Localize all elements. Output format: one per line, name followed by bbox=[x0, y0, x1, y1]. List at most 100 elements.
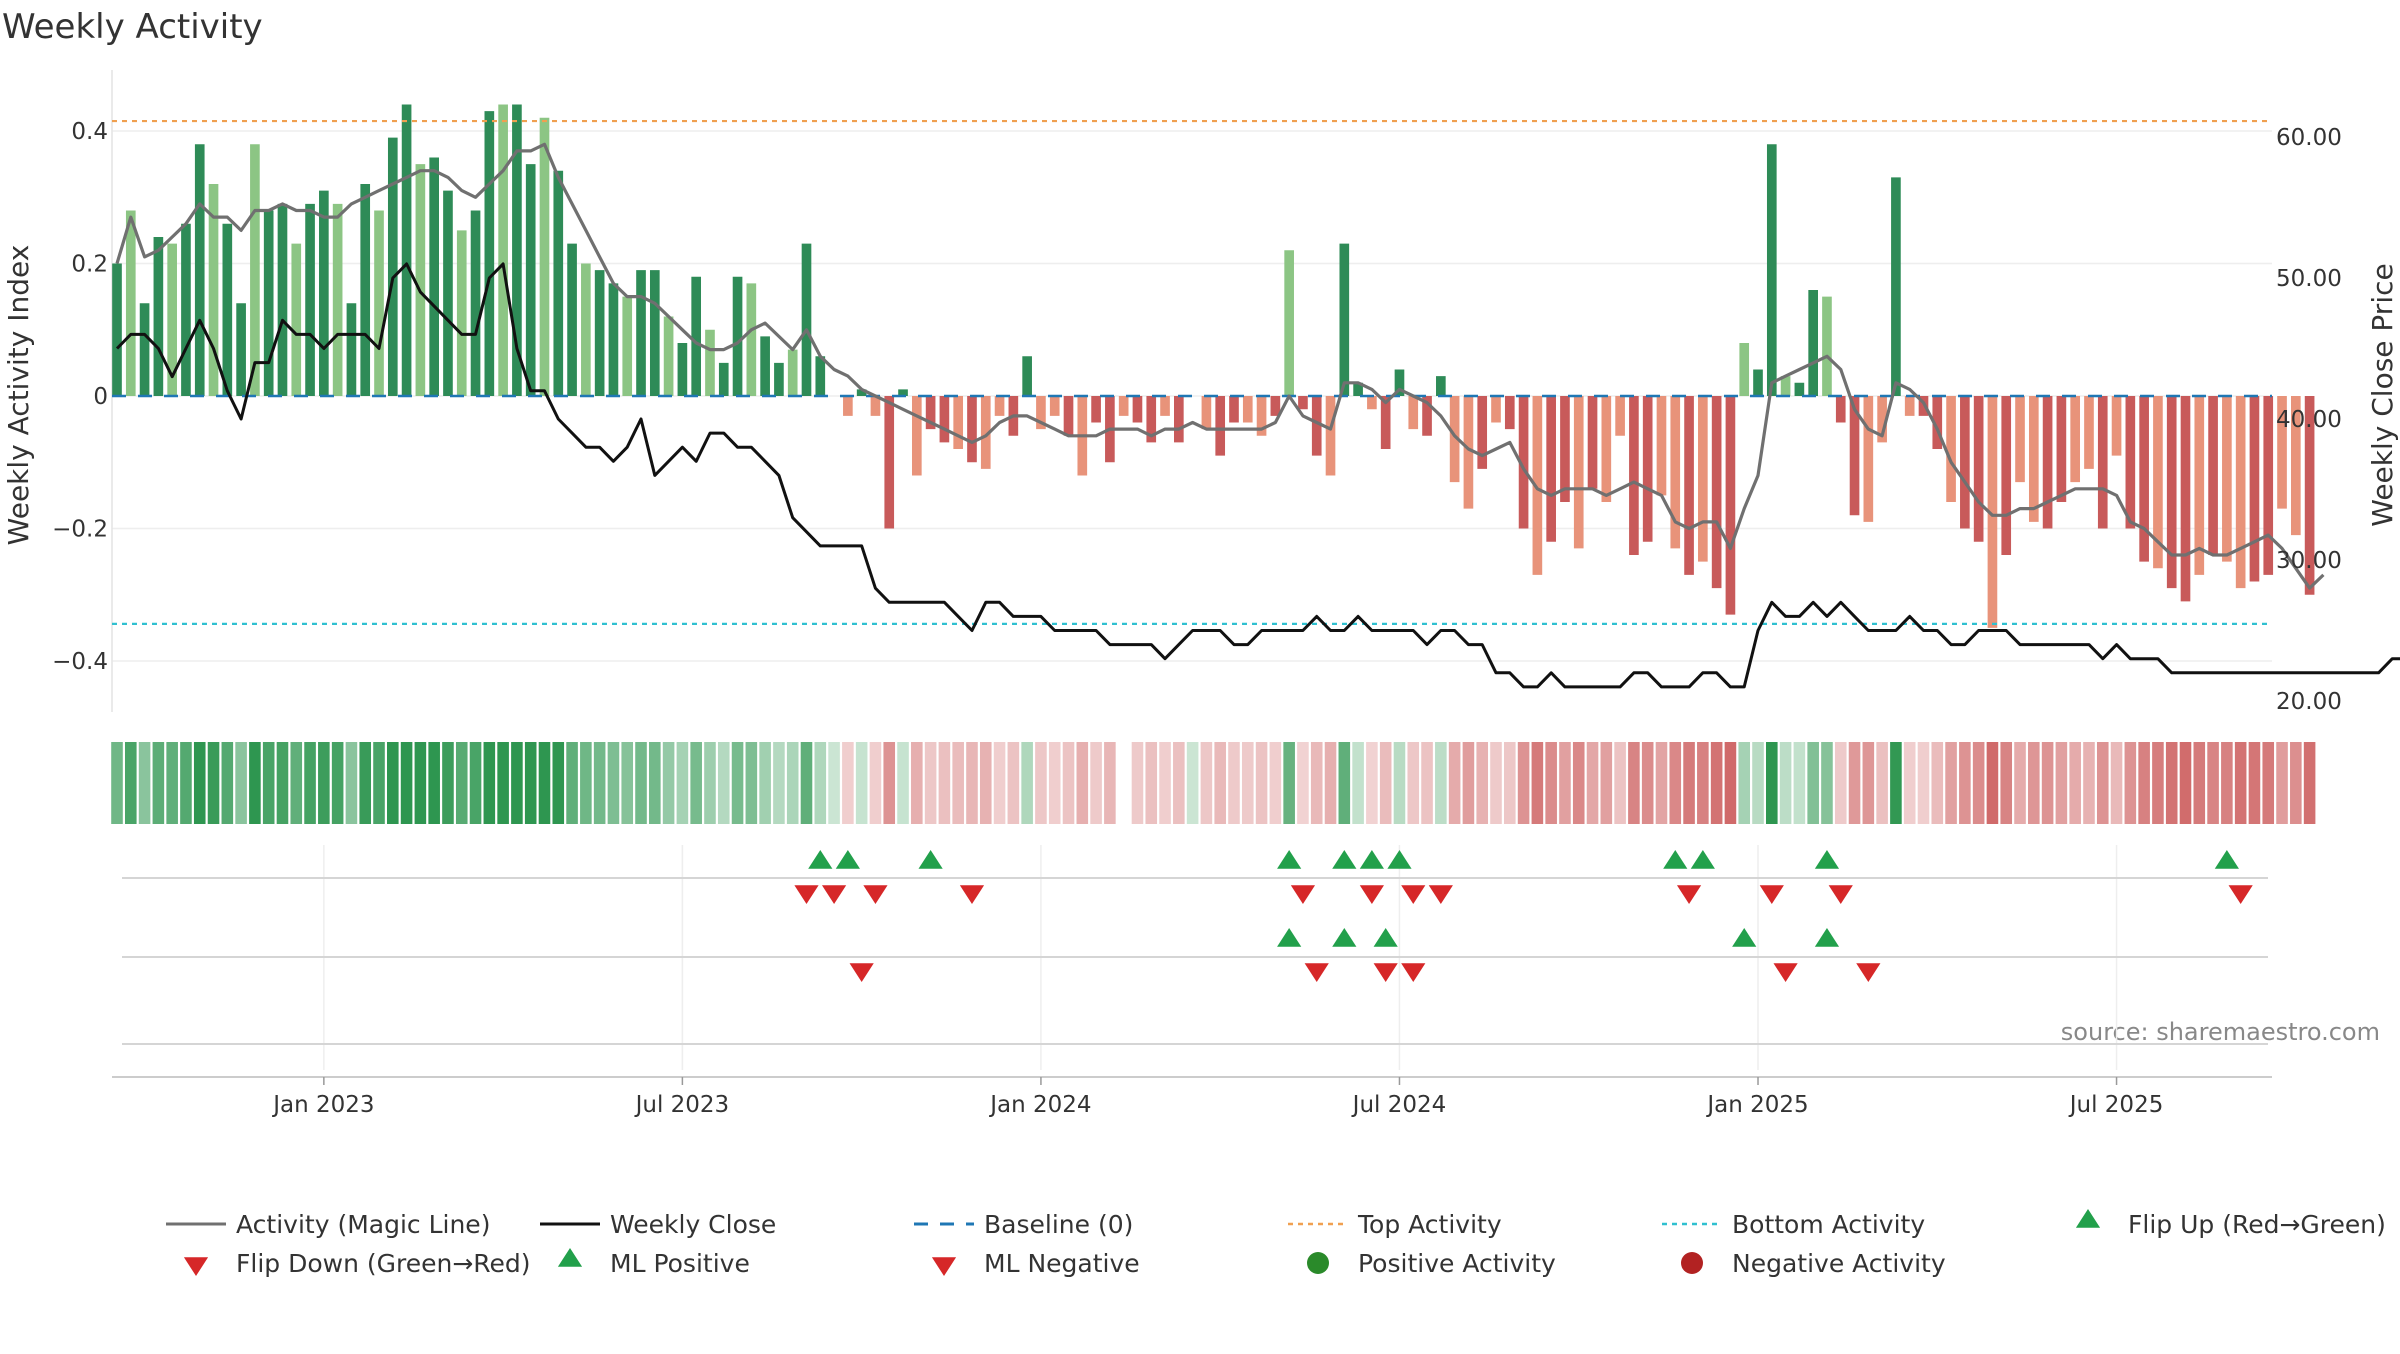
activity-bar bbox=[787, 349, 798, 396]
flip-up-marker bbox=[1277, 850, 1302, 869]
heat-cell bbox=[180, 742, 192, 824]
activity-bar bbox=[2222, 396, 2232, 562]
heat-cell bbox=[1931, 742, 1944, 824]
activity-bar bbox=[2084, 396, 2094, 469]
activity-bar bbox=[1546, 396, 1556, 542]
heat-cell bbox=[1710, 742, 1723, 824]
activity-bar bbox=[1946, 396, 1956, 502]
activity-bar bbox=[1573, 396, 1584, 549]
heat-cell bbox=[1738, 742, 1751, 824]
heat-cell bbox=[842, 742, 854, 824]
activity-bar bbox=[1518, 396, 1529, 529]
flip-up-marker bbox=[2214, 850, 2239, 869]
activity-bar bbox=[291, 243, 302, 396]
activity-bar bbox=[2056, 396, 2067, 502]
activity-bar bbox=[277, 203, 288, 396]
activity-bar bbox=[2249, 396, 2260, 582]
activity-bar bbox=[1698, 396, 1708, 562]
x-tick-label: Jan 2023 bbox=[271, 1092, 374, 1118]
activity-bar bbox=[1394, 369, 1405, 396]
activity-bar bbox=[746, 283, 757, 396]
activity-bar bbox=[1339, 243, 1350, 396]
legend-swatch-up bbox=[557, 1248, 583, 1267]
activity-bar bbox=[1932, 396, 1943, 449]
heat-cell bbox=[290, 742, 303, 824]
activity-bar bbox=[305, 203, 315, 396]
legend-swatch-negative bbox=[1681, 1252, 1703, 1274]
activity-bar bbox=[1973, 396, 1984, 542]
heat-cell bbox=[2083, 742, 2095, 824]
heat-cell bbox=[1766, 742, 1778, 824]
activity-bar bbox=[1242, 396, 1253, 423]
left-tick-label: 0 bbox=[93, 384, 108, 410]
activity-bar bbox=[1891, 177, 1901, 396]
flip-up-marker bbox=[1359, 850, 1384, 869]
heat-cell bbox=[1600, 742, 1613, 824]
ml-negative-marker bbox=[1856, 963, 1881, 982]
heat-cell bbox=[911, 742, 923, 824]
heat-cell bbox=[1173, 742, 1185, 824]
activity-bar bbox=[443, 190, 453, 396]
activity-bar bbox=[774, 362, 784, 396]
activity-bar bbox=[250, 144, 260, 396]
activity-bar bbox=[1270, 396, 1281, 416]
activity-bar bbox=[1063, 396, 1074, 436]
flip-down-marker bbox=[1828, 885, 1853, 904]
activity-bar bbox=[484, 111, 495, 396]
activity-bar bbox=[319, 190, 329, 396]
ml-negative-marker bbox=[1773, 963, 1798, 982]
heat-cell bbox=[1683, 742, 1695, 824]
activity-bars bbox=[112, 104, 2315, 628]
heat-cell bbox=[1793, 742, 1806, 824]
heat-cell bbox=[1407, 742, 1420, 824]
flip-down-marker bbox=[1401, 885, 1426, 904]
activity-bar bbox=[1587, 396, 1598, 489]
series-lines bbox=[115, 142, 2400, 689]
heat-cell bbox=[538, 742, 551, 824]
activity-bar bbox=[1408, 396, 1419, 430]
heat-cell bbox=[552, 742, 565, 824]
ml-negative-marker bbox=[1373, 963, 1398, 982]
heat-cell bbox=[1586, 742, 1599, 824]
source-note: source: sharemaestro.com bbox=[2061, 1018, 2380, 1046]
heat-cell bbox=[635, 742, 647, 824]
heat-cell bbox=[938, 742, 951, 824]
flip-down-marker bbox=[1290, 885, 1316, 904]
ml-positive-marker bbox=[1332, 928, 1357, 947]
heat-cell bbox=[193, 742, 206, 824]
weekly-close-line bbox=[115, 262, 2400, 689]
heat-cell bbox=[1876, 742, 1888, 824]
activity-bar bbox=[1201, 396, 1212, 430]
activity-bar bbox=[387, 137, 398, 396]
heat-cell bbox=[235, 742, 247, 824]
heat-cell bbox=[1228, 742, 1240, 824]
flip-up-marker bbox=[1332, 850, 1357, 869]
heat-cell bbox=[1076, 742, 1089, 824]
heat-cell bbox=[1269, 742, 1282, 824]
heat-cell bbox=[1104, 742, 1116, 824]
activity-bar bbox=[1160, 396, 1170, 416]
flip-down-marker bbox=[959, 885, 985, 904]
ml-positive-marker bbox=[1732, 928, 1757, 947]
heat-cell bbox=[717, 742, 730, 824]
activity-bar bbox=[2028, 396, 2039, 522]
activity-bar bbox=[194, 144, 205, 396]
legend-swatch-down bbox=[183, 1257, 209, 1276]
x-tick-label: Jul 2025 bbox=[2068, 1092, 2164, 1118]
heat-cell bbox=[897, 742, 909, 824]
activity-bar bbox=[594, 270, 605, 396]
heat-cell bbox=[2165, 742, 2178, 824]
activity-bar bbox=[153, 237, 164, 396]
activity-bar bbox=[125, 210, 136, 396]
activity-bar bbox=[705, 329, 715, 396]
heat-cell bbox=[1807, 742, 1819, 824]
activity-bar bbox=[636, 270, 646, 396]
heat-cell bbox=[1724, 742, 1737, 824]
heat-cell bbox=[2207, 742, 2219, 824]
activity-bar bbox=[1118, 396, 1129, 416]
heat-cell bbox=[1890, 742, 1902, 824]
heat-cell bbox=[814, 742, 827, 824]
ml-positive-marker bbox=[1373, 928, 1398, 947]
heat-cell bbox=[1310, 742, 1323, 824]
activity-bar bbox=[181, 223, 191, 396]
